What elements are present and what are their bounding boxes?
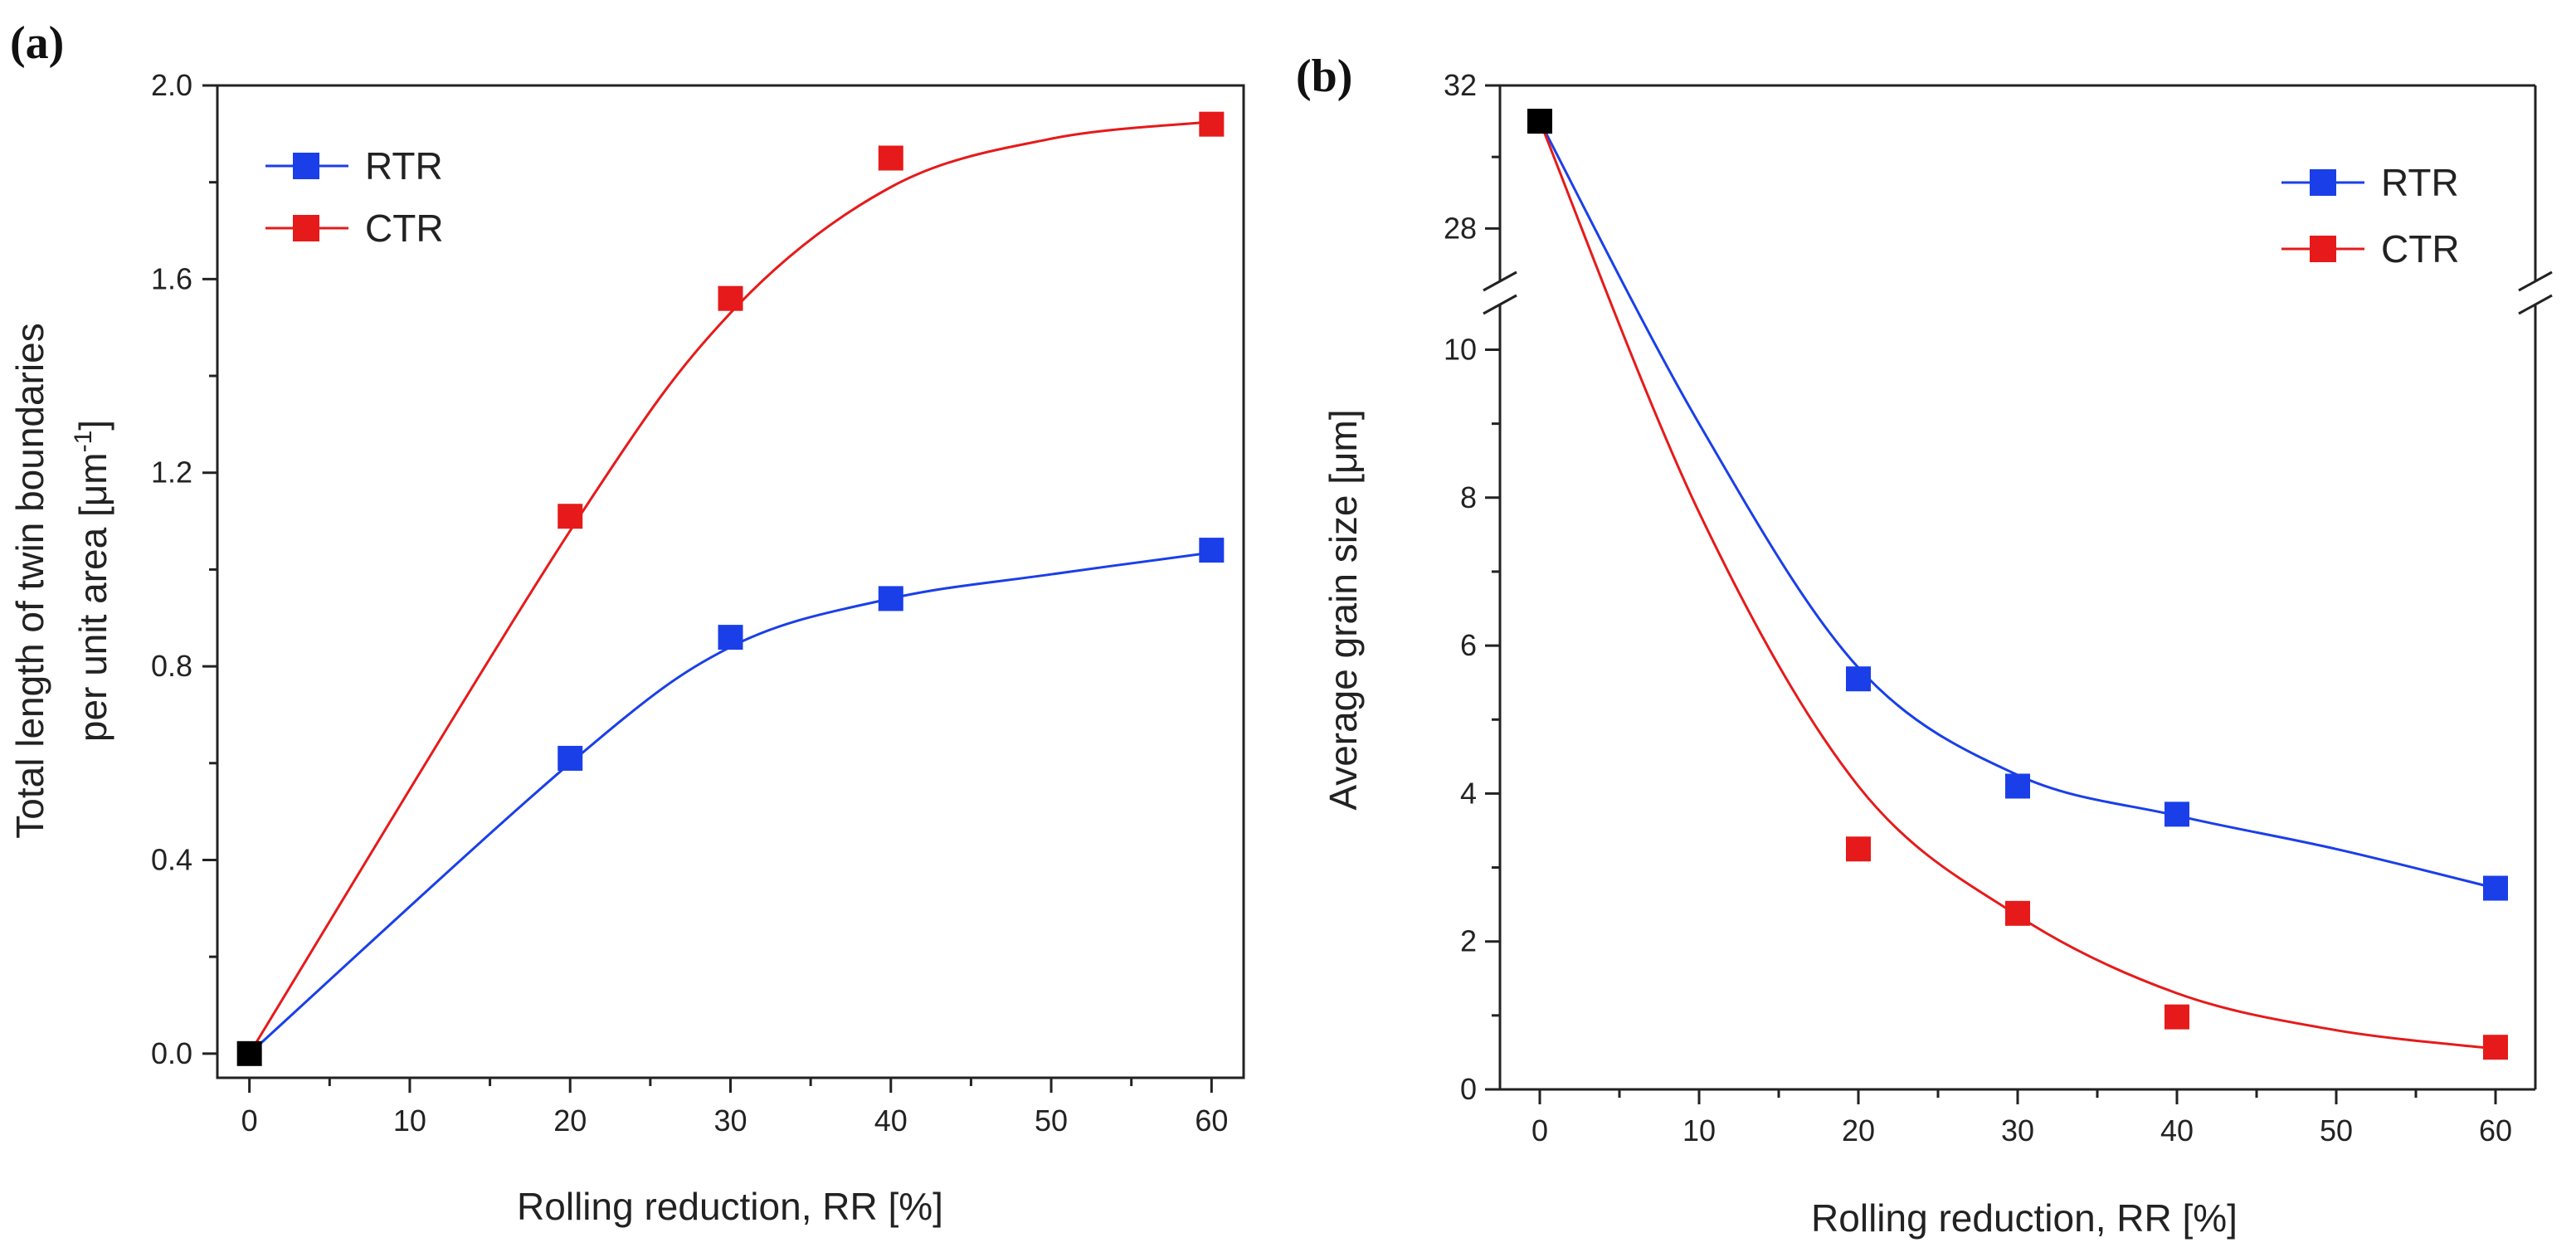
data-point-a-ctr-20: [558, 504, 583, 529]
y-axis-title-a: Total length of twin boundaries: [8, 323, 51, 838]
data-point-a-rtr-20: [558, 745, 583, 771]
x-tick-label-a-40: 40: [874, 1104, 908, 1138]
y-axis-title-a-line1: Total length of twin boundaries: [8, 323, 51, 838]
data-point-b-ctr-30: [2005, 900, 2030, 926]
y-tick-label-b-4: 4: [1460, 776, 1477, 810]
legend-label-rtr-a: RTR: [365, 144, 443, 188]
y-tick-label-b-upper-28: 28: [1444, 211, 1477, 245]
legend-marker-ctr-a: [293, 215, 319, 241]
x-tick-label-b-20: 20: [1842, 1113, 1875, 1147]
data-point-a-rtr-30: [718, 625, 743, 650]
x-tick-label-b-40: 40: [2160, 1113, 2194, 1147]
y-axis-title-a-line2: per unit area [μm-1]: [70, 420, 114, 742]
y-tick-label-a-3: 1.2: [151, 456, 192, 490]
y-tick-label-a-5: 2.0: [151, 68, 192, 102]
axis-break-left-1: [1483, 270, 1517, 292]
x-tick-label-a-0: 0: [241, 1104, 258, 1138]
panel-label-b: (b): [1296, 51, 1352, 102]
y-axis-title-a-2: per unit area [μm-1]: [70, 420, 114, 742]
y-tick-label-b-upper-32: 32: [1444, 68, 1477, 102]
x-tick-label-b-10: 10: [1682, 1113, 1716, 1147]
legend-a: RTR CTR: [265, 144, 444, 250]
x-tick-label-b-50: 50: [2320, 1113, 2353, 1147]
y-tick-label-b-8: 8: [1460, 480, 1477, 514]
legend-label-rtr-b: RTR: [2381, 161, 2459, 204]
axis-break-left: [1483, 270, 1517, 315]
x-tick-label-b-0: 0: [1531, 1113, 1548, 1147]
data-point-b-rtr-20: [1846, 666, 1871, 692]
y-tick-label-b-2: 2: [1460, 924, 1477, 958]
data-point-a-ctr-40: [878, 145, 903, 171]
x-tick-label-a-60: 60: [1195, 1104, 1228, 1138]
axis-break-left-2: [1483, 294, 1517, 315]
fit-curve-a-ctr: [248, 120, 1212, 1055]
y-tick-label-a-1: 0.4: [151, 842, 192, 876]
data-point-a-rtr-40: [878, 586, 903, 611]
legend-label-ctr-a: CTR: [365, 207, 444, 250]
legend-label-ctr-b: CTR: [2381, 227, 2460, 270]
legend-marker-rtr-a: [293, 153, 319, 179]
data-point-a-origin: [236, 1040, 262, 1066]
data-point-b-rtr-40: [2165, 801, 2189, 827]
x-tick-label-a-50: 50: [1035, 1104, 1068, 1138]
y-tick-label-a-4: 1.6: [151, 261, 192, 295]
y-axis-title-a-line2-sup: -1: [70, 431, 97, 453]
data-point-a-ctr-30: [718, 285, 743, 311]
y-axis-title-a-line2-prefix: per unit area [μm: [71, 452, 114, 742]
x-tick-label-b-30: 30: [2001, 1113, 2034, 1147]
data-point-b-ctr-60: [2483, 1035, 2508, 1060]
x-tick-label-a-30: 30: [713, 1104, 747, 1138]
x-axis-title-a: Rolling reduction, RR [%]: [517, 1185, 943, 1228]
data-point-b-ctr-40: [2165, 1004, 2189, 1030]
y-tick-label-b-6: 6: [1460, 628, 1477, 662]
data-point-b-rtr-60: [2483, 875, 2508, 901]
data-point-b-origin: [1527, 109, 1552, 134]
axis-break-right-2: [2518, 294, 2553, 315]
y-tick-label-b-0: 0: [1460, 1072, 1477, 1106]
data-point-b-rtr-30: [2005, 773, 2030, 799]
x-tick-label-a-10: 10: [393, 1104, 426, 1138]
x-axis-title-b: Rolling reduction, RR [%]: [1811, 1196, 2238, 1240]
axis-break-right: [2518, 270, 2553, 315]
data-point-a-rtr-60: [1199, 538, 1225, 563]
data-point-b-ctr-20: [1846, 836, 1871, 862]
panel-label-a: (a): [10, 17, 64, 69]
y-tick-label-a-2: 0.8: [151, 649, 192, 683]
x-tick-label-a-20: 20: [553, 1104, 587, 1138]
fit-curve-b-rtr: [1538, 120, 2496, 889]
fit-curve-a-rtr: [248, 551, 1212, 1055]
legend-marker-ctr-b: [2310, 236, 2336, 262]
legend-marker-rtr-b: [2310, 169, 2336, 196]
y-tick-label-b-10: 10: [1444, 332, 1477, 366]
data-point-a-ctr-60: [1199, 111, 1225, 137]
x-tick-label-b-60: 60: [2479, 1113, 2512, 1147]
y-axis-title-b-wrap: Average grain size [μm]: [1322, 409, 1365, 810]
axis-break-right-1: [2518, 270, 2553, 292]
y-axis-title-a-line2-suffix: ]: [71, 420, 114, 431]
panel-b: (b) 0 10 20 30 40 50 60 0 2 4 6 8 10 28 32 RTR CTR Rol…: [1296, 51, 2553, 1240]
y-tick-label-a-0: 0.0: [151, 1036, 192, 1070]
y-axis-title-b: Average grain size [μm]: [1322, 409, 1365, 810]
legend-b: RTR CTR: [2281, 161, 2460, 270]
fit-curve-b-ctr: [1538, 120, 2496, 1050]
panel-a: (a) 0 10 20 30 40 50 60 0.0 0.4 0.8 1.2 1.6 2.0 RTR …: [8, 17, 1245, 1228]
